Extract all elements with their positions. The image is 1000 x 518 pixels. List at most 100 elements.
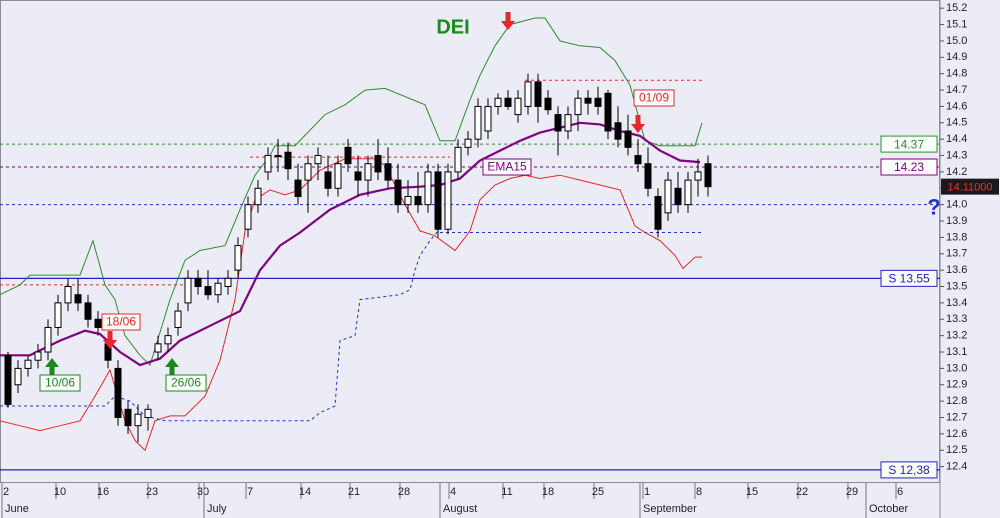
annotation-box xyxy=(165,374,207,392)
candle-body xyxy=(494,97,502,107)
candle-body xyxy=(194,277,202,288)
candle-body xyxy=(384,163,392,181)
annotation: 26/06 xyxy=(171,376,201,390)
candle-body xyxy=(564,114,572,132)
y-tick-label: 15.2 xyxy=(946,2,967,14)
candle-body xyxy=(354,171,362,181)
y-tick-label: 13.5 xyxy=(946,280,967,292)
candle-body xyxy=(684,179,692,206)
x-tick-label: 7 xyxy=(247,486,253,498)
candle-body xyxy=(284,151,292,170)
candle-body xyxy=(304,163,312,181)
candle-body xyxy=(94,318,102,328)
y-tick-label: 13.0 xyxy=(946,362,967,374)
candle-body xyxy=(554,114,562,132)
month-label: September xyxy=(643,503,697,515)
candle-body xyxy=(14,367,22,386)
indicator-line xyxy=(0,121,701,367)
candle-body xyxy=(184,277,192,304)
arrow xyxy=(165,358,179,376)
y-tick-label: 12.4 xyxy=(946,461,967,473)
x-tick-label: 16 xyxy=(97,486,109,498)
x-tick-label: 21 xyxy=(348,486,360,498)
candle-body xyxy=(4,354,12,405)
arrow xyxy=(631,115,645,133)
candle-body xyxy=(344,146,352,165)
y-tick-label: 14.8 xyxy=(946,68,967,80)
candle-body xyxy=(154,343,162,353)
month-label: October xyxy=(869,503,908,515)
candle-body xyxy=(204,286,212,296)
y-tick-label: 13.2 xyxy=(946,330,967,342)
candle-body xyxy=(514,97,522,116)
candle-body xyxy=(614,122,622,140)
y-tick-label: 13.3 xyxy=(946,313,967,325)
candle-body xyxy=(394,179,402,206)
annotation: 10/06 xyxy=(45,376,75,390)
y-tick-label: 14.7 xyxy=(946,84,967,96)
candle-body xyxy=(474,105,482,140)
candle-body xyxy=(544,97,552,111)
annotation: EMA15 xyxy=(487,160,527,174)
candle-body xyxy=(64,286,72,304)
x-tick-label: 18 xyxy=(542,486,554,498)
x-tick-label: 28 xyxy=(398,486,410,498)
candle-body xyxy=(334,163,342,189)
candle-body xyxy=(234,245,242,271)
y-tick-label: 14.3 xyxy=(946,149,967,161)
level-marker: ? xyxy=(927,194,940,219)
candle-body xyxy=(604,92,612,132)
indicator-line xyxy=(0,230,439,422)
y-tick-label: 12.9 xyxy=(946,379,967,391)
chart-title: DEI xyxy=(436,16,469,38)
candle-body xyxy=(124,408,132,427)
y-tick-label: 15.1 xyxy=(946,18,967,30)
candle-body xyxy=(54,302,62,328)
y-tick-label: 12.7 xyxy=(946,411,967,423)
x-tick-label: 22 xyxy=(796,486,808,498)
y-tick-label: 14.5 xyxy=(946,117,967,129)
month-label: June xyxy=(5,503,29,515)
arrow xyxy=(103,331,117,349)
x-tick-label: 8 xyxy=(696,486,702,498)
x-tick-label: 11 xyxy=(501,486,512,498)
x-tick-label: 29 xyxy=(846,486,858,498)
annotation: 18/06 xyxy=(106,315,136,329)
y-tick-label: 13.8 xyxy=(946,231,967,243)
candle-body xyxy=(44,326,52,353)
candle-body xyxy=(524,81,532,107)
candle-body xyxy=(584,97,592,104)
y-tick-label: 12.8 xyxy=(946,395,967,407)
indicator-line xyxy=(0,158,702,452)
x-tick-label: 15 xyxy=(746,486,758,498)
candle-body xyxy=(634,155,642,165)
candle-body xyxy=(294,179,302,197)
candle-body xyxy=(414,195,422,206)
level-tag-box xyxy=(880,158,938,176)
x-tick-label: 23 xyxy=(146,486,158,498)
x-tick-label: 14 xyxy=(299,486,311,498)
candle-body xyxy=(214,282,222,296)
candle-body xyxy=(534,81,542,107)
y-tick-label: 12.5 xyxy=(946,444,967,456)
candle-body xyxy=(404,195,412,206)
y-tick-label: 13.4 xyxy=(946,297,967,309)
y-tick-label: 13.9 xyxy=(946,215,967,227)
candle-body xyxy=(244,204,252,230)
level-tag-box xyxy=(880,461,938,479)
level-tag: S 13.55 xyxy=(888,272,930,286)
y-tick-label: 13.1 xyxy=(946,346,967,358)
y-tick-label: 14.2 xyxy=(946,166,967,178)
y-tick-label: 13.7 xyxy=(946,248,967,260)
month-label: August xyxy=(443,503,477,515)
candle-body xyxy=(174,310,182,328)
y-tick-label: 15.0 xyxy=(946,35,967,47)
candle-body xyxy=(704,163,712,188)
annotation-box xyxy=(101,313,141,331)
candle-body xyxy=(374,155,382,173)
candle-body xyxy=(644,163,652,189)
last-price: 14.11000 xyxy=(947,182,992,194)
candle-body xyxy=(84,302,92,320)
